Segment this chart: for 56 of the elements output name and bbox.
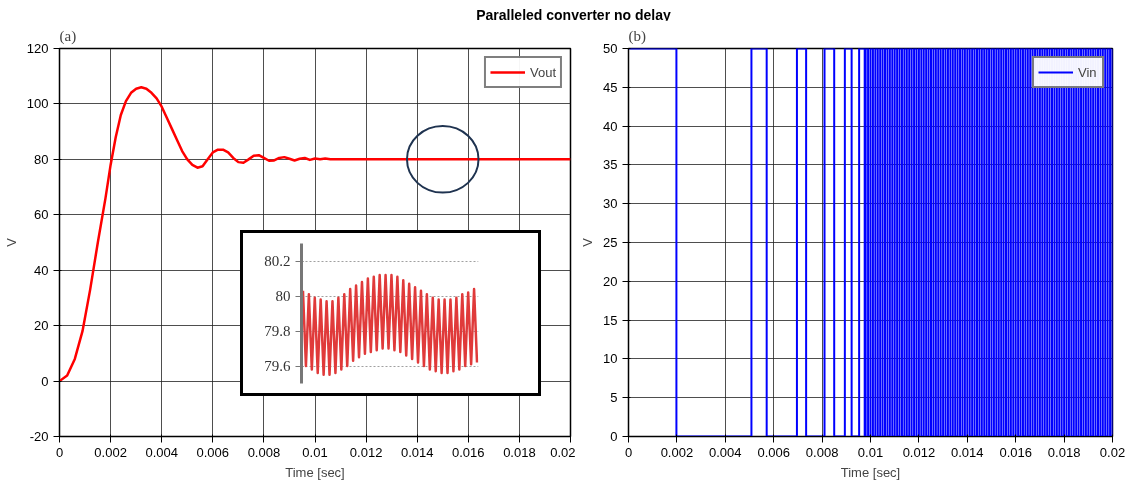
y-tick-label: 10 (603, 351, 618, 367)
y-tick-label: 15 (603, 312, 618, 328)
legend-label: Vout (529, 64, 556, 80)
y-tick-label: 120 (26, 41, 49, 56)
y-tick-label: 79.6 (264, 358, 291, 374)
y-tick-label: 25 (603, 235, 618, 250)
y-tick-label: -20 (29, 429, 49, 444)
y-axis-title: V (3, 237, 19, 247)
x-tick-label: 0.018 (503, 444, 536, 460)
y-axis-title: V (580, 237, 596, 247)
x-tick-label: 0.006 (196, 444, 230, 460)
y-tick-label: 35 (603, 157, 618, 173)
x-tick-label: 0.01 (857, 444, 884, 460)
x-tick-label: 0.012 (902, 444, 936, 460)
x-tick-label: 0.008 (247, 444, 281, 460)
x-tick-label: 0 (55, 444, 64, 460)
legend-label: Vin (1078, 64, 1098, 80)
y-tick-label: 45 (603, 79, 618, 95)
y-tick-label: 40 (34, 262, 49, 278)
y-tick-label: 20 (603, 273, 618, 289)
x-tick-label: 0.018 (1047, 444, 1081, 460)
y-tick-label: 20 (34, 318, 49, 334)
y-tick-label: 30 (603, 196, 618, 212)
y-tick-label: 40 (603, 118, 618, 134)
x-tick-label: 0.016 (452, 444, 485, 460)
y-tick-label: 80.2 (264, 253, 291, 269)
x-tick-label: 0 (624, 444, 633, 460)
x-tick-label: 0.014 (400, 444, 434, 460)
chart-title: Paralleled converter no delay (476, 6, 671, 25)
x-axis-title: Time [sec] (285, 464, 345, 480)
y-tick-label: 5 (610, 390, 618, 406)
line-series (301, 273, 479, 376)
x-tick-label: 0.014 (951, 444, 984, 460)
x-tick-label: 0.004 (709, 444, 742, 460)
chart-subtitle: (a) (59, 27, 77, 45)
x-tick-label: 0.002 (660, 444, 694, 460)
x-tick-label: 0.006 (757, 444, 790, 460)
x-tick-label: 0.012 (349, 444, 383, 460)
y-tick-label: 79.8 (264, 323, 291, 339)
x-tick-label: 0.02 (550, 444, 576, 460)
y-tick-label: 80 (275, 288, 291, 304)
x-tick-label: 0.008 (805, 444, 839, 460)
y-tick-label: 100 (26, 96, 49, 112)
x-tick-label: 0.02 (1099, 444, 1126, 460)
x-tick-label: 0.004 (145, 444, 178, 460)
y-tick-label: 60 (34, 207, 49, 223)
x-tick-label: 0.016 (999, 444, 1032, 460)
chart-title: (b) (628, 27, 646, 45)
y-tick-label: 0 (41, 373, 49, 389)
line-series (59, 86, 571, 383)
y-tick-label: 80 (34, 151, 49, 167)
x-axis-title: Time [sec] (840, 464, 901, 480)
x-tick-label: 0.002 (94, 444, 127, 460)
y-tick-label: 0 (610, 429, 618, 444)
x-tick-label: 0.01 (302, 444, 328, 460)
y-tick-label: 50 (603, 41, 618, 56)
